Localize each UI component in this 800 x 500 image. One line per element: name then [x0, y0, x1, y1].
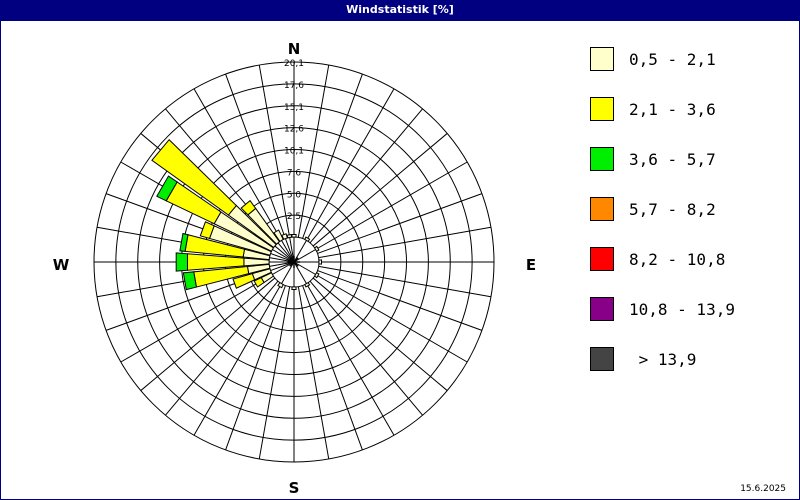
ring-label: 20,1	[284, 59, 304, 69]
legend-swatch	[590, 297, 614, 321]
legend-swatch	[590, 47, 614, 71]
petal-segment	[179, 232, 189, 252]
grid-spoke	[317, 193, 483, 254]
petal-segment	[240, 199, 257, 216]
ring-label: 15,1	[284, 103, 304, 113]
legend-label: 0,5 - 2,1	[629, 49, 716, 69]
grid-spoke	[318, 226, 492, 259]
petal-segment	[291, 286, 297, 291]
petal-segment	[313, 272, 320, 279]
center-mark	[289, 257, 295, 263]
grid-spoke	[193, 283, 282, 436]
legend-label: > 13,9	[629, 349, 697, 369]
petal-segment	[318, 259, 323, 265]
petal-segment	[273, 229, 284, 243]
petal-segment	[253, 277, 265, 288]
grid-spoke	[318, 265, 492, 298]
grid-spoke	[306, 283, 395, 436]
legend-item: 10,8 - 13,9	[590, 295, 735, 323]
petal-stem	[270, 252, 295, 263]
legend-label: 2,1 - 3,6	[629, 99, 716, 119]
petal-segment	[286, 233, 293, 239]
legend-label: 10,8 - 13,9	[629, 299, 735, 319]
ring-label: 12,6	[284, 125, 304, 135]
petal-segment	[151, 138, 238, 216]
grid-spoke	[225, 73, 286, 239]
grid-spoke	[309, 108, 423, 244]
grid-spoke	[312, 277, 448, 391]
grid-spoke	[297, 286, 330, 460]
grid-spoke	[225, 285, 286, 451]
petal-segment	[199, 221, 215, 240]
petal-stem	[293, 249, 316, 263]
date-stamp: 15.6.2025	[740, 484, 786, 494]
ring-label: 5,0	[287, 190, 302, 200]
grid-spoke	[165, 280, 279, 416]
petal-stem	[281, 240, 295, 263]
petal-stem	[270, 261, 295, 272]
petal-segment	[156, 175, 178, 202]
petal-segment	[175, 252, 188, 272]
legend-item: 3,6 - 5,7	[590, 145, 716, 173]
petal-stem	[293, 261, 316, 275]
legend-label: 3,6 - 5,7	[629, 149, 716, 169]
grid-spoke	[317, 270, 483, 331]
grid-spoke	[306, 88, 395, 241]
petal-segment	[232, 273, 256, 289]
legend-swatch	[590, 147, 614, 171]
legend-item: 8,2 - 10,8	[590, 245, 725, 273]
legend-item: 5,7 - 8,2	[590, 195, 716, 223]
legend-label: 5,7 - 8,2	[629, 199, 716, 219]
grid-spoke	[302, 73, 363, 239]
grid-spoke	[312, 133, 448, 247]
petal-stem	[281, 261, 295, 284]
petal-stem	[293, 240, 307, 263]
grid-spoke	[297, 64, 330, 238]
petal-segment	[313, 245, 320, 252]
legend-label: 8,2 - 10,8	[629, 249, 726, 269]
petal-stem	[272, 261, 295, 275]
ring-label: 10,1	[284, 147, 304, 157]
compass-south: S	[289, 479, 300, 497]
legend-item: 0,5 - 2,1	[590, 45, 716, 73]
petal-segment	[304, 281, 311, 288]
ring-label: 17,6	[284, 81, 304, 91]
grid-spoke	[309, 280, 423, 416]
chart-title-bar: Windstatistik [%]	[0, 0, 800, 20]
ring-label: 2,5	[287, 212, 301, 222]
petal-segment	[304, 236, 311, 243]
petal-stem	[272, 249, 295, 263]
compass-west: W	[53, 256, 70, 274]
petal-segment	[291, 233, 297, 238]
petal-segment	[182, 271, 197, 291]
grid-spoke	[140, 277, 276, 391]
petal-stem	[293, 261, 307, 284]
legend-item: 2,1 - 3,6	[590, 95, 716, 123]
petal-stem	[284, 238, 295, 263]
grid-spoke	[315, 274, 468, 363]
grid-spoke	[258, 286, 291, 460]
chart-title: Windstatistik [%]	[346, 3, 454, 16]
legend-item: > 13,9	[590, 345, 696, 373]
grid-spoke	[315, 161, 468, 250]
grid-spoke	[193, 88, 282, 241]
legend-swatch	[590, 247, 614, 271]
legend-swatch	[590, 197, 614, 221]
compass-north: N	[288, 40, 301, 58]
legend-swatch	[590, 347, 614, 371]
compass-east: E	[526, 256, 536, 274]
legend-swatch	[590, 97, 614, 121]
grid-spoke	[120, 274, 273, 363]
petal-segment	[277, 281, 284, 289]
petal-segment	[281, 233, 288, 240]
grid-spoke	[258, 64, 291, 238]
grid-spoke	[302, 285, 363, 451]
ring-label: 7,6	[287, 168, 302, 178]
